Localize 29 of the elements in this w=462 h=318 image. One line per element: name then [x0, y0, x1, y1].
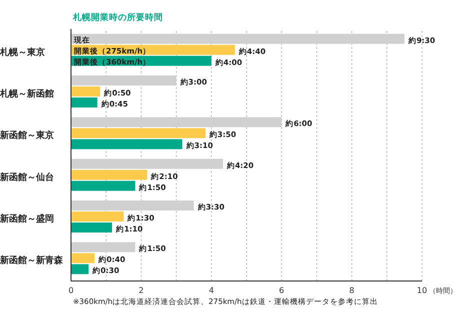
y-tick-label: 新函館～仙台	[0, 172, 54, 183]
bar	[71, 158, 223, 169]
bar	[71, 117, 282, 128]
bar	[71, 76, 176, 86]
y-tick-label: 新函館～東京	[0, 130, 54, 142]
bar	[71, 212, 124, 222]
x-tick-label: 8	[349, 286, 354, 295]
bar	[71, 264, 89, 274]
bar	[71, 200, 194, 210]
x-tick-label: 2	[138, 286, 144, 295]
bar	[71, 180, 136, 191]
bar	[71, 86, 100, 96]
x-tick-label: 0	[68, 286, 74, 295]
bar	[71, 128, 206, 138]
bar	[71, 222, 112, 232]
bar	[71, 170, 148, 180]
bar	[71, 253, 95, 264]
x-tick-label: 6	[279, 286, 284, 295]
y-tick-label: 新函館～盛岡	[0, 214, 54, 224]
bar	[71, 34, 404, 44]
bar	[71, 139, 182, 150]
y-tick-label: 新函館～新青森	[0, 255, 64, 266]
x-tick-label: 10	[416, 286, 428, 295]
x-tick-label: 4	[208, 286, 214, 295]
bar	[71, 242, 136, 252]
y-tick-label: 札幌～東京	[0, 46, 45, 58]
y-tick-label: 札幌～新函館	[0, 88, 54, 100]
bar	[71, 98, 98, 108]
chart-title: 札幌開業時の所要時間	[72, 12, 163, 23]
